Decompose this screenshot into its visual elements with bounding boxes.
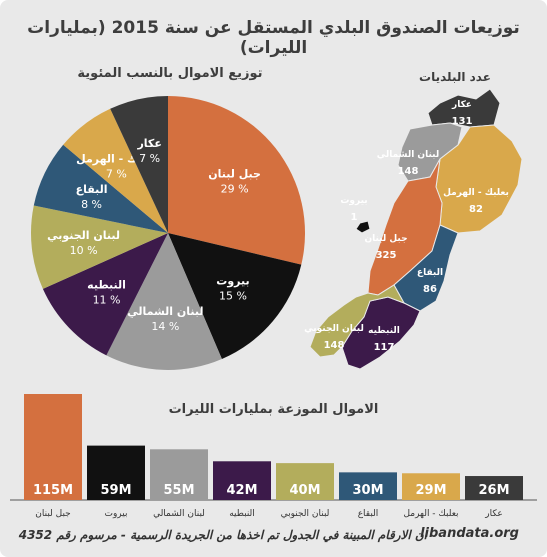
- pie-slice-label: جبل لبنان: [208, 167, 261, 180]
- lebanon-map: عكار 131 لبنان الشمالي 148 بعلبك - الهرمل 82 ب…: [304, 88, 523, 370]
- bar-value-label: 29M: [415, 483, 446, 498]
- pie-slice-label: لبنان الشمالي: [127, 305, 203, 318]
- map-region-name: بعلبك - الهرمل: [443, 188, 509, 198]
- pie-slice-value: 8 %: [81, 198, 102, 211]
- pie-slice: [106, 233, 222, 370]
- map-region-name: لبنان الشمالي: [377, 150, 439, 160]
- pie-slice-label: النبطيه: [87, 279, 126, 292]
- bar: [150, 449, 208, 500]
- bar: [339, 472, 397, 500]
- map-region-beirut: [355, 220, 371, 234]
- map-region-name: عكار: [451, 100, 472, 110]
- bar-value-label: 40M: [289, 483, 320, 498]
- pie-slice-value: 15 %: [219, 290, 247, 303]
- pie-slice-value: 10 %: [70, 244, 98, 257]
- bar-value-label: 42M: [226, 483, 257, 498]
- bar-category-label: بيروت: [104, 509, 127, 519]
- pie-slice-label: البقاع: [76, 183, 108, 196]
- map-region-count: 117: [374, 342, 395, 353]
- footer: ان الارقام المبينة في الجدول تم اخذها من…: [10, 526, 537, 548]
- map-region-name: بيروت: [340, 196, 367, 206]
- map-region-count: 86: [423, 284, 437, 295]
- bar-category-label: البقاع: [358, 509, 379, 519]
- bar: [24, 394, 82, 500]
- source-site: libandata.org: [420, 526, 519, 541]
- pie-slice: [42, 233, 168, 356]
- pie-slice: [168, 96, 306, 265]
- map-region-count: 148: [324, 340, 345, 351]
- bar-category-label: لبنان الشمالي: [153, 509, 205, 519]
- map-region-name: النبطيه: [368, 326, 400, 336]
- bar: [402, 473, 460, 500]
- map-region-south: [309, 284, 406, 358]
- bar-value-label: 59M: [100, 483, 131, 498]
- map-title: عدد البلديات: [419, 70, 491, 84]
- bar-value-label: 115M: [33, 483, 73, 498]
- bar-value-label: 55M: [163, 483, 194, 498]
- map-region-count: 148: [398, 166, 419, 177]
- bar-chart-title: الاموال الموزعة بمليارات الليرات: [168, 402, 379, 417]
- pie-chart: جبل لبنان 29 % بيروت 15 % لبنان الشمالي 14 % ا…: [31, 96, 306, 370]
- bar: [87, 445, 145, 500]
- pie-slice-label: لبنان الجنوبي: [47, 229, 120, 242]
- pie-slice-value: 29 %: [221, 182, 249, 195]
- bar-category-label: بعلبك - الهرمل: [403, 509, 458, 519]
- pie-slice: [63, 108, 169, 233]
- bar-chart: 115M جبل لبنان 59M بيروت 55M لبنان الشمالي 42M…: [10, 394, 537, 519]
- map-region-name: البقاع: [417, 268, 443, 278]
- pie-slice: [31, 205, 168, 289]
- pie-slice-value: 7 %: [139, 152, 160, 165]
- bar-value-label: 30M: [352, 483, 383, 498]
- pie-slice-label: عكار: [136, 137, 161, 150]
- map-region-count: 131: [452, 116, 473, 127]
- bar-category-label: لبنان الجنوبي: [281, 509, 330, 519]
- map-region-count: 82: [469, 204, 483, 215]
- pie-chart-title: توزيع الاموال بالنسب المئوية: [77, 66, 263, 81]
- bar-category-label: جبل لبنان: [35, 509, 70, 519]
- pie-slice-value: 14 %: [151, 320, 179, 333]
- bar-category-label: النبطيه: [229, 509, 255, 519]
- pie-slice-label: بيروت: [216, 275, 249, 288]
- bar-category-label: عكار: [484, 509, 502, 519]
- bar-value-label: 26M: [478, 483, 509, 498]
- map-region-count: 1: [351, 212, 358, 223]
- source-note: ان الارقام المبينة في الجدول تم اخذها من…: [18, 528, 427, 542]
- map-region-name: جبل لبنان: [364, 234, 407, 244]
- pie-slice: [33, 144, 168, 233]
- pie-slice-value: 7 %: [106, 168, 127, 181]
- pie-slice-value: 11 %: [93, 294, 121, 307]
- pie-slice: [110, 96, 168, 233]
- bar: [276, 463, 334, 500]
- bar: [213, 461, 271, 500]
- map-region-count: 325: [376, 250, 397, 261]
- map-region-name: لبنان الجنوبي: [304, 324, 364, 334]
- bar: [465, 476, 523, 500]
- pie-slice: [168, 233, 302, 359]
- main-title: توزيعات الصندوق البلدي المستقل عن سنة 20…: [27, 18, 520, 58]
